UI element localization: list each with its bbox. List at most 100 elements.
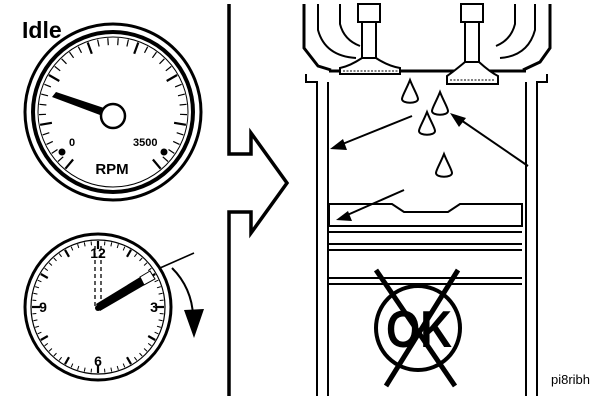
tachometer-tick (64, 158, 74, 170)
clock-tick (70, 363, 74, 368)
tachometer-needle (52, 92, 110, 118)
clock-tick (58, 253, 62, 258)
clock-tick (40, 335, 49, 341)
clock-tick (158, 319, 163, 322)
clock-tick (154, 331, 159, 335)
clock-tick (133, 356, 138, 361)
clock-tick (35, 325, 40, 328)
panel-divider-arrow (227, 4, 290, 396)
engine-cylinder: OK (302, 3, 552, 396)
tachometer-tick (51, 149, 58, 154)
tachometer-tick (46, 140, 54, 145)
clock-minute-hand (96, 271, 155, 311)
tachometer-gauge: 0 3500 RPM (23, 22, 203, 202)
tachometer-tick (162, 156, 169, 162)
clock-tick (83, 367, 86, 372)
clock-face: 12 3 6 9 (23, 232, 173, 382)
clock-tick (53, 257, 57, 262)
clock-tick (48, 348, 53, 352)
tachometer-tick (172, 140, 180, 145)
clock-tick (33, 292, 38, 295)
condensation-arrows (330, 113, 529, 221)
clock-ticks (32, 241, 164, 373)
tachometer-zero-dot (58, 148, 66, 156)
tachometer-tick (159, 58, 165, 65)
clock-tick (64, 249, 70, 258)
clock-tick (139, 257, 143, 262)
tachometer-tick (42, 132, 50, 136)
clock-tick (139, 352, 143, 357)
tachometer-tick (39, 121, 53, 126)
tachometer-tick (69, 51, 75, 59)
clock-tick (64, 356, 70, 365)
clock-tick (35, 286, 40, 289)
tachometer-max-dot (160, 148, 168, 156)
tachometer-unit-label: RPM (95, 161, 128, 178)
clock-tick (154, 279, 159, 283)
clock-tick (77, 365, 80, 370)
time-elapsed-arrow (159, 252, 204, 338)
clock-tick (44, 342, 49, 347)
not-ok-symbol: OK (373, 268, 462, 388)
tachometer-tick (39, 103, 47, 106)
tachometer-tick (152, 158, 162, 170)
clock-tick (133, 253, 138, 258)
tachometer-tick (177, 93, 185, 97)
fuel-droplets (400, 77, 454, 178)
tachometer-tick (143, 46, 149, 54)
tachometer-tick (57, 156, 64, 162)
clock-tick (147, 335, 156, 341)
tachometer-tick (54, 65, 61, 72)
clock-tick (122, 246, 126, 251)
tachometer-tick (117, 38, 119, 46)
clock-tick (53, 352, 57, 357)
clock-tick (70, 246, 74, 251)
clock-tick (58, 356, 62, 361)
clock-numeral-6: 6 (94, 353, 102, 369)
clock-tick (147, 267, 152, 272)
tachometer-tick (97, 39, 100, 47)
clock-tick (147, 342, 152, 347)
clock-tick (83, 242, 86, 247)
clock-numeral-12: 12 (90, 245, 106, 261)
clock-tick (143, 348, 148, 352)
tachometer-hub (99, 102, 127, 130)
clock-tick (33, 319, 38, 322)
tachometer-tick (61, 58, 67, 65)
tachometer-tick (86, 42, 93, 55)
clock-tick (143, 262, 148, 266)
clock-tick (156, 286, 161, 289)
tachometer-tick (126, 39, 129, 47)
clock-tick (110, 367, 113, 372)
tachometer-tick (48, 74, 60, 82)
piston (328, 203, 523, 285)
tachometer-tick (173, 121, 187, 126)
clock-tick (110, 242, 113, 247)
intake-valve (339, 3, 401, 75)
clock-tick (126, 249, 132, 258)
clock-tick (37, 279, 42, 283)
clock-tick (116, 244, 119, 249)
tachometer-tick (176, 132, 184, 136)
clock-tick (77, 244, 80, 249)
clock-tick (44, 267, 49, 272)
clock-tick (48, 262, 53, 266)
clock-numeral-9: 9 (39, 299, 47, 315)
tachometer-ticks (38, 38, 188, 170)
clock-tick (122, 363, 126, 368)
tachometer-tick (151, 51, 157, 59)
clock-tick (156, 325, 161, 328)
tachometer-tick (133, 42, 140, 55)
tachometer-min-label: 0 (69, 137, 75, 149)
tachometer-tick (179, 103, 187, 106)
clock-tick (116, 365, 119, 370)
tachometer-max-label: 3500 (133, 137, 157, 149)
figure-id: pi8ribh (551, 372, 590, 387)
tachometer-tick (165, 65, 172, 72)
tachometer-tick (77, 46, 83, 54)
exhaust-valve (446, 3, 499, 85)
tachometer-tick (174, 83, 182, 88)
tachometer-tick (41, 93, 49, 97)
clock-numeral-3: 3 (150, 299, 158, 315)
